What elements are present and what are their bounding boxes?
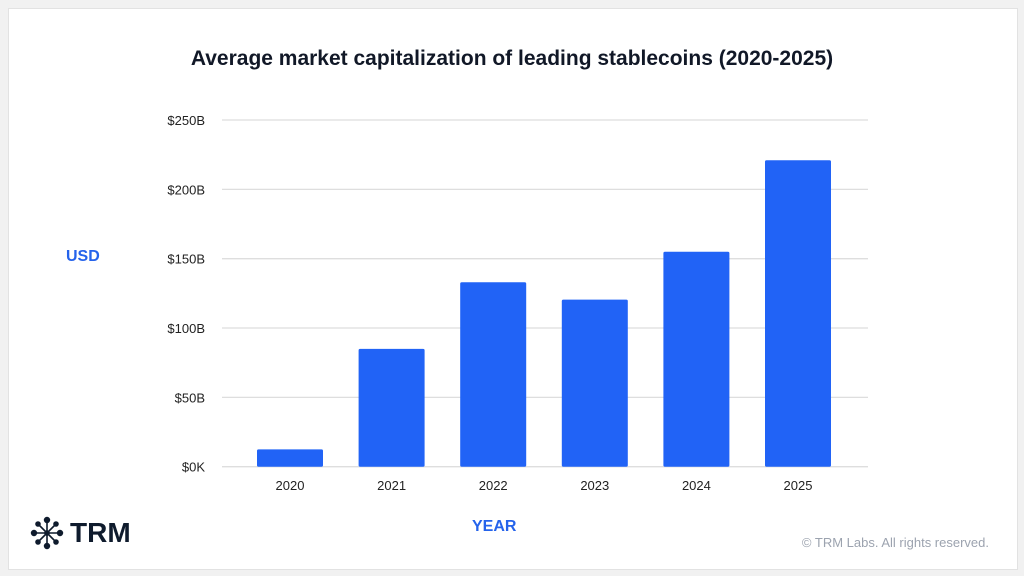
copyright: © TRM Labs. All rights reserved.: [801, 535, 989, 550]
bar-2024: [663, 251, 730, 467]
bar-2020: [257, 449, 323, 467]
x-axis-label: YEAR: [472, 518, 517, 535]
x-tick-label: 2022: [479, 478, 508, 493]
y-tick-label: $0K: [182, 460, 205, 475]
bar-2022: [460, 282, 527, 467]
bar-2023: [561, 299, 628, 467]
network-node-icon: [30, 516, 64, 550]
y-tick-label: $250B: [167, 113, 205, 128]
x-tick-label: 2023: [580, 478, 609, 493]
chart-title: Average market capitalization of leading…: [190, 47, 834, 70]
y-tick-label: $200B: [167, 182, 205, 197]
x-tick-label: 2025: [784, 478, 813, 493]
bar-2025: [765, 160, 831, 467]
x-tick-label: 2024: [682, 478, 711, 493]
x-tick-label: 2021: [377, 478, 406, 493]
brand-name: TRM: [70, 517, 131, 548]
x-tick-label: 2020: [276, 478, 305, 493]
y-tick-label: $50B: [175, 390, 205, 405]
y-tick-label: $100B: [167, 321, 205, 336]
bar-2021: [358, 348, 425, 467]
trm-logo: TRM: [30, 516, 131, 550]
y-axis-label: USD: [66, 248, 100, 265]
y-tick-label: $150B: [167, 252, 205, 267]
